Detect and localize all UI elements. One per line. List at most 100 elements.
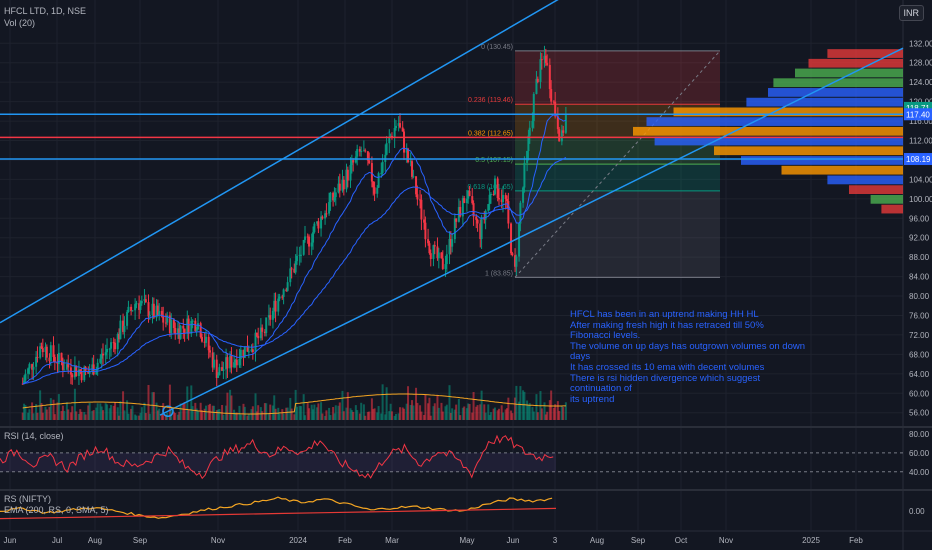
time-tick-label: Sep: [631, 536, 646, 545]
candle-body: [176, 328, 179, 334]
volume-bar: [440, 402, 443, 420]
volume-bar: [548, 400, 551, 420]
volume-bar: [380, 413, 383, 420]
volume-bar: [403, 408, 406, 420]
volume-bar: [532, 411, 535, 420]
volume-bar: [211, 405, 214, 420]
time-tick-label: Jul: [52, 536, 62, 545]
candle-body: [448, 239, 451, 255]
candle-body: [87, 370, 90, 374]
volume-bar: [239, 414, 242, 420]
volume-bar: [412, 405, 415, 420]
candle-body: [531, 120, 534, 128]
candle-body: [453, 218, 456, 240]
candle-body: [489, 194, 492, 196]
volume-bar: [269, 404, 272, 420]
price-tick-label: 112.00: [909, 137, 932, 146]
volume-bar: [341, 390, 344, 420]
candle-body: [99, 358, 102, 363]
time-tick-label: Feb: [338, 536, 352, 545]
candle-body: [155, 305, 158, 318]
axes: 132.00128.00124.00120.00116.00112.00108.…: [4, 39, 932, 545]
time-tick-label: Nov: [719, 536, 733, 545]
volume-bar: [397, 413, 400, 420]
candle-body: [23, 380, 26, 384]
volume-bar: [459, 415, 462, 420]
candle-body: [172, 319, 175, 328]
price-tick-label: 64.00: [909, 370, 930, 379]
volume-bar: [48, 406, 51, 420]
candle-body: [259, 327, 262, 339]
candle-body: [230, 355, 233, 368]
volume-profile-bar: [673, 107, 903, 117]
volume-bar: [186, 386, 189, 420]
fib-zone: [515, 190, 720, 278]
volume-bar: [28, 409, 31, 420]
volume-bar: [453, 409, 456, 420]
candle-body: [131, 310, 134, 312]
volume-bar: [131, 405, 134, 420]
candle-body: [362, 150, 365, 152]
volume-bar: [479, 404, 482, 420]
volume-bar: [71, 406, 74, 420]
volume-bar: [325, 410, 328, 420]
volume-bar: [415, 387, 418, 420]
candle-body: [130, 306, 133, 312]
volume-bar: [313, 404, 316, 420]
volume-bar: [385, 387, 388, 420]
candle-body: [554, 101, 557, 117]
volume-bar: [409, 404, 412, 420]
volume-bar: [293, 414, 296, 420]
volume-bar: [229, 389, 232, 420]
candle-body: [511, 253, 514, 256]
volume-bar: [255, 411, 258, 420]
candle-body: [274, 300, 277, 312]
candle-body: [298, 254, 301, 256]
candle-body: [548, 64, 551, 89]
price-tick-label: 60.00: [909, 389, 930, 398]
volume-profile-bar: [827, 49, 903, 58]
candle-body: [373, 187, 376, 194]
currency-button[interactable]: INR: [898, 5, 924, 21]
candle-body: [234, 359, 237, 363]
channel-upper-line: [0, 0, 559, 324]
volume-bar: [278, 413, 281, 420]
volume-bar: [416, 402, 419, 420]
price-tick-label: 88.00: [909, 253, 930, 262]
candle-body: [539, 59, 542, 82]
indicator-panes: 80.00 60.00 40.00 0.00: [0, 430, 930, 520]
candle-body: [162, 316, 165, 323]
candle-body: [191, 320, 194, 322]
price-tick-label: 132.00: [909, 39, 932, 48]
volume-bar: [543, 402, 546, 420]
candle-body: [88, 371, 91, 374]
volume-bar: [282, 413, 285, 420]
candle-body: [338, 183, 341, 191]
candle-body: [106, 348, 109, 353]
volume-bar: [148, 413, 151, 420]
candle-body: [364, 150, 367, 152]
fib-zone: [515, 164, 720, 191]
volume-bar: [514, 397, 517, 420]
price-tag-label: 117.40: [906, 110, 930, 119]
volume-bar: [423, 414, 426, 420]
volume-bar: [160, 414, 163, 420]
candle-body: [179, 325, 182, 339]
volume-bar: [238, 405, 241, 420]
candle-body: [459, 207, 462, 217]
price-tick-label: 56.00: [909, 409, 930, 418]
volume-bar: [511, 413, 514, 420]
price-tag-label: 108.19: [906, 155, 931, 164]
candle-body: [110, 342, 113, 349]
candle-body: [148, 315, 151, 317]
price-tick-label: 104.00: [909, 175, 932, 184]
candle-body: [250, 349, 253, 352]
candle-body: [80, 371, 83, 381]
candle-body: [160, 311, 163, 317]
candle-body: [27, 368, 30, 374]
volume-profile-bar: [795, 68, 903, 78]
candle-body: [487, 204, 490, 211]
volume-bar: [176, 414, 179, 420]
volume-bar: [127, 413, 130, 420]
